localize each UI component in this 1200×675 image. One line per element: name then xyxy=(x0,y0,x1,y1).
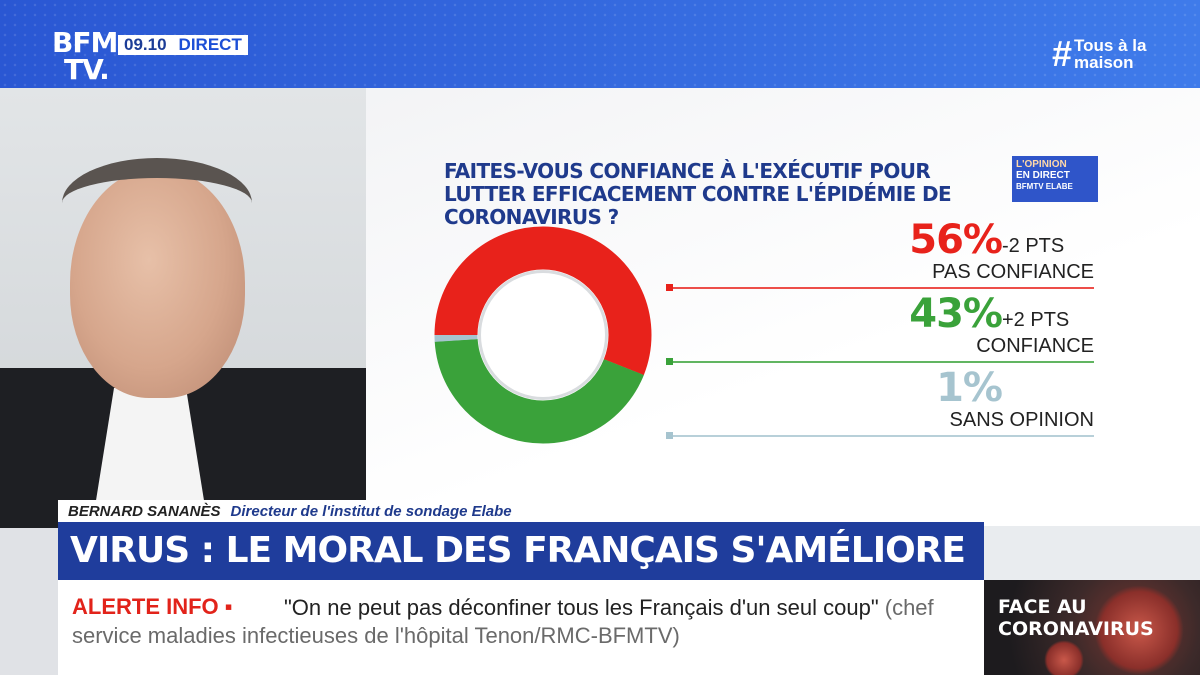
poll-question: FAITES-VOUS CONFIANCE À L'EXÉCUTIF POUR … xyxy=(444,159,952,229)
guest-hair xyxy=(62,158,252,248)
news-ticker: ALERTE INFO ▪ "On ne peut pas déconfiner… xyxy=(58,580,984,675)
guest-video xyxy=(0,88,366,528)
ticker-quote: "On ne peut pas déconfiner tous les Fran… xyxy=(284,595,879,620)
left-strip xyxy=(0,528,58,675)
badge-line-1: L'OPINION xyxy=(1016,159,1067,170)
guest-role: Directeur de l'institut de sondage Elabe xyxy=(230,502,512,520)
result-marker xyxy=(666,284,673,291)
logo-line-2: TV. xyxy=(64,53,110,86)
alert-label: ALERTE INFO ▪ xyxy=(72,594,233,619)
virus-image xyxy=(1044,640,1084,675)
result-delta: +2 PTS xyxy=(1002,309,1070,331)
result-underline xyxy=(666,361,1094,363)
result-underline xyxy=(666,435,1094,437)
ticker-source: (chef service maladies infectieuses de l… xyxy=(72,595,934,648)
result-row: 43% +2 PTS CONFIANCE xyxy=(666,294,1094,374)
result-row: 56% -2 PTS PAS CONFIANCE xyxy=(666,220,1094,300)
guest-name: BERNARD SANANÈS xyxy=(68,502,221,520)
donut-slice-confiance xyxy=(434,226,652,444)
ticker-text: "On ne peut pas déconfiner tous les Fran… xyxy=(72,594,972,650)
poll-panel: FAITES-VOUS CONFIANCE À L'EXÉCUTIF POUR … xyxy=(366,88,1200,526)
donut-hole xyxy=(478,270,608,400)
opinion-badge: L'OPINION EN DIRECT BFMTV ELABE xyxy=(1012,156,1098,202)
guest-name-bar: BERNARD SANANÈS Directeur de l'institut … xyxy=(58,500,522,522)
result-label: CONFIANCE xyxy=(976,335,1094,357)
live-label: DIRECT xyxy=(178,35,242,54)
donut-chart xyxy=(434,226,652,444)
coronavirus-corner: FACE AU CORONAVIRUS xyxy=(984,580,1200,675)
result-row: 1% SANS OPINION xyxy=(666,368,1094,448)
time-badge: 09.10 DIRECT xyxy=(118,35,248,55)
logo-line-1: BFM xyxy=(52,26,118,59)
clock-time: 09.10 xyxy=(124,35,167,54)
hashtag-logo: # Tous à la maison xyxy=(1052,36,1154,72)
corner-line-1: FACE AU xyxy=(998,596,1087,618)
result-underline xyxy=(666,287,1094,289)
result-percent: 1% xyxy=(936,365,1003,411)
result-marker xyxy=(666,432,673,439)
bfmtv-logo: BFM TV. xyxy=(52,26,118,88)
donut-slice-pas-confiance xyxy=(434,226,652,444)
virus-image xyxy=(1094,585,1184,675)
result-percent: 43% xyxy=(909,291,1003,337)
hashtag-symbol: # xyxy=(1052,33,1073,74)
result-label: PAS CONFIANCE xyxy=(932,261,1094,283)
corner-title: FACE AU CORONAVIRUS xyxy=(998,596,1154,640)
hashtag-text: Tous à la maison xyxy=(1074,36,1147,72)
result-delta: -2 PTS xyxy=(1002,235,1065,257)
result-percent: 56% xyxy=(909,217,1003,263)
donut-slice-sans-opinion xyxy=(434,226,652,444)
headline-banner: VIRUS : LE MORAL DES FRANÇAIS S'AMÉLIORE xyxy=(58,522,984,580)
badge-line-3: BFMTV ELABE xyxy=(1016,182,1073,191)
badge-line-2: EN DIRECT xyxy=(1016,170,1070,181)
result-label: SANS OPINION xyxy=(949,409,1094,431)
result-marker xyxy=(666,358,673,365)
corner-line-2: CORONAVIRUS xyxy=(998,618,1154,640)
top-banner xyxy=(0,0,1200,88)
